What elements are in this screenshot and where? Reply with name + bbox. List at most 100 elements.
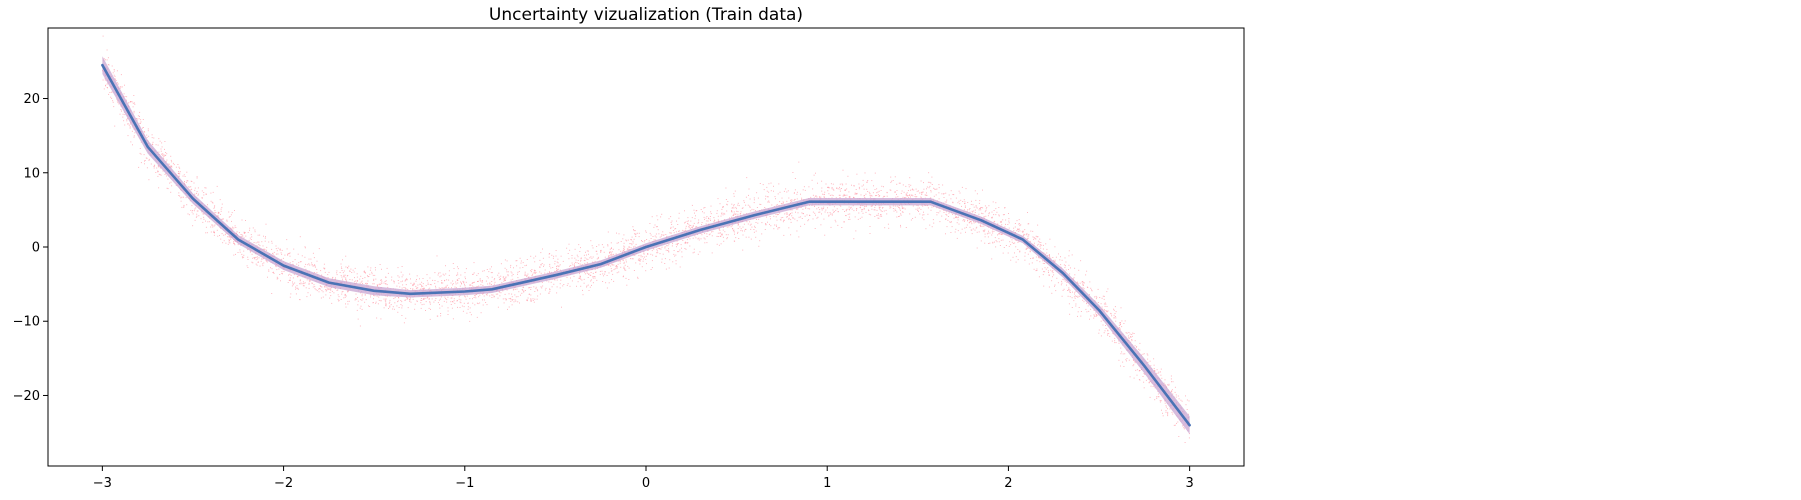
train-point [341, 268, 343, 269]
train-point [368, 305, 369, 307]
train-point [201, 190, 203, 192]
train-point [296, 263, 298, 265]
train-point [586, 254, 587, 256]
train-point [711, 235, 713, 237]
train-point [233, 240, 235, 242]
train-point [984, 233, 986, 235]
train-point [183, 206, 185, 208]
train-point [154, 164, 156, 166]
train-point [592, 277, 594, 279]
train-point [831, 194, 833, 196]
train-point [270, 267, 271, 269]
train-point [498, 291, 500, 293]
train-point [712, 231, 714, 233]
train-point [1082, 299, 1084, 301]
train-point [745, 196, 747, 198]
train-point [627, 239, 629, 241]
train-point [874, 206, 876, 208]
train-point [1134, 340, 1136, 342]
train-point [386, 295, 388, 297]
train-point [1019, 251, 1021, 253]
train-point [303, 282, 305, 284]
train-point [576, 285, 577, 287]
train-point [264, 248, 266, 250]
train-point [1130, 341, 1132, 343]
train-point [735, 213, 737, 215]
train-point [731, 211, 733, 213]
train-point [737, 204, 739, 206]
train-point [749, 206, 751, 208]
train-point [196, 191, 198, 193]
train-point [272, 253, 274, 255]
train-point [754, 227, 756, 228]
train-point [855, 189, 857, 190]
train-point [349, 270, 350, 272]
train-point [926, 192, 927, 194]
train-point [282, 257, 284, 259]
train-point [421, 284, 422, 286]
train-point [774, 196, 776, 198]
train-point [710, 211, 712, 213]
train-point [378, 296, 380, 298]
train-point [505, 277, 507, 279]
train-point [1033, 257, 1034, 259]
train-point [759, 203, 761, 205]
train-point [984, 211, 986, 213]
train-point [131, 130, 133, 132]
train-point [1039, 238, 1041, 240]
train-point [692, 226, 694, 227]
train-point [1083, 288, 1085, 290]
train-point [511, 272, 513, 274]
train-point [1114, 342, 1116, 344]
train-point [413, 282, 415, 284]
train-point [105, 84, 106, 86]
train-point [586, 250, 588, 252]
train-point [647, 250, 649, 251]
train-point [976, 247, 978, 249]
train-point [161, 153, 163, 155]
train-point [716, 235, 718, 237]
train-point [289, 296, 291, 298]
train-point [701, 224, 703, 226]
train-point [420, 299, 422, 301]
train-point [711, 252, 713, 254]
train-point [745, 228, 747, 230]
train-point [480, 312, 482, 314]
train-point [868, 210, 870, 212]
train-point [445, 286, 447, 288]
train-point [1171, 389, 1173, 391]
train-point [164, 141, 166, 142]
train-point [1054, 246, 1056, 248]
train-point [908, 186, 910, 188]
train-point [225, 232, 227, 234]
train-point [460, 299, 462, 301]
train-point [218, 212, 220, 213]
train-point [918, 190, 919, 192]
train-point [112, 72, 114, 74]
train-point [112, 100, 114, 102]
train-point [1165, 411, 1167, 413]
train-point [631, 236, 633, 238]
train-point [1000, 222, 1002, 223]
train-point [602, 281, 604, 282]
train-point [1039, 257, 1041, 259]
train-point [1080, 260, 1082, 262]
train-point [651, 216, 653, 218]
train-point [964, 219, 966, 221]
train-point [898, 182, 900, 184]
train-point [842, 184, 844, 186]
train-point [405, 317, 407, 319]
train-point [995, 240, 997, 242]
train-point [385, 280, 387, 282]
train-point [342, 272, 344, 274]
train-point [1147, 354, 1149, 356]
train-point [1147, 378, 1149, 380]
train-point [550, 267, 552, 269]
train-point [733, 205, 735, 207]
train-point [595, 250, 597, 252]
train-point [691, 204, 693, 206]
train-point [1136, 346, 1137, 348]
train-point [212, 226, 214, 228]
train-point [723, 226, 724, 228]
train-point [401, 287, 403, 289]
